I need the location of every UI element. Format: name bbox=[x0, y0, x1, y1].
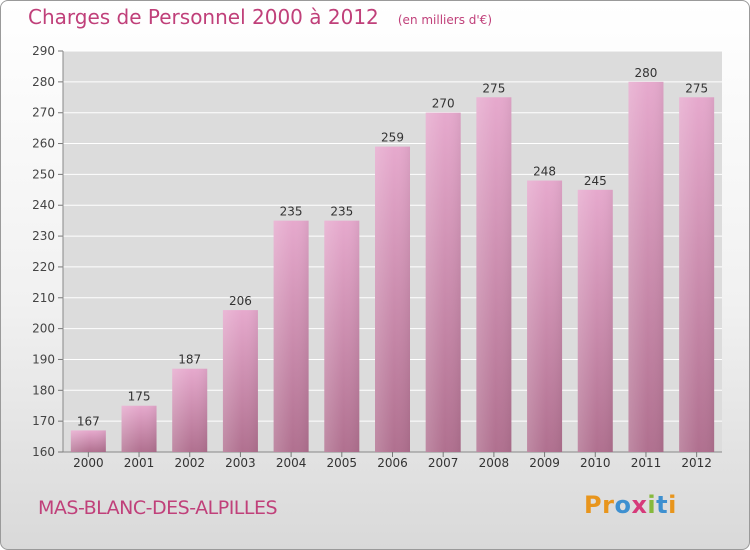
y-tick-label: 230 bbox=[32, 229, 55, 243]
y-tick-label: 210 bbox=[32, 291, 55, 305]
chart-subtitle: (en milliers d'€) bbox=[397, 13, 492, 27]
x-tick-label: 2007 bbox=[428, 456, 459, 470]
logo-letter: t bbox=[656, 491, 669, 519]
bar-shading bbox=[527, 180, 563, 453]
bar-shading bbox=[222, 310, 258, 452]
bar-value-label: 275 bbox=[685, 81, 708, 95]
bar-value-label: 275 bbox=[482, 81, 505, 95]
y-tick-label: 220 bbox=[32, 260, 55, 274]
y-tick-label: 250 bbox=[32, 167, 55, 181]
bar-shading bbox=[375, 146, 410, 452]
bar-shading bbox=[121, 405, 157, 452]
y-tick-label: 190 bbox=[32, 352, 55, 366]
x-tick-label: 2001 bbox=[124, 456, 155, 470]
y-tick-label: 240 bbox=[32, 198, 55, 212]
bar-shading bbox=[172, 368, 208, 452]
y-tick-label: 200 bbox=[32, 322, 55, 336]
x-tick-label: 2002 bbox=[174, 456, 205, 470]
bar-shading bbox=[70, 430, 106, 452]
logo-letter: o bbox=[614, 491, 632, 519]
x-tick-label: 2005 bbox=[327, 456, 358, 470]
bar-value-label: 167 bbox=[77, 414, 100, 428]
x-tick-label: 2011 bbox=[631, 456, 662, 470]
x-tick-label: 2004 bbox=[276, 456, 307, 470]
x-tick-label: 2010 bbox=[580, 456, 611, 470]
y-tick-label: 290 bbox=[32, 44, 55, 58]
bar-value-label: 259 bbox=[381, 131, 404, 145]
bar-value-label: 235 bbox=[330, 205, 353, 219]
bar-value-label: 187 bbox=[178, 353, 201, 367]
x-tick-label: 2012 bbox=[681, 456, 712, 470]
y-tick-label: 260 bbox=[32, 137, 55, 151]
bar-shading bbox=[577, 189, 613, 453]
x-tick-label: 2003 bbox=[225, 456, 256, 470]
y-tick-label: 160 bbox=[32, 445, 55, 459]
x-tick-label: 2006 bbox=[377, 456, 408, 470]
x-tick-label: 2009 bbox=[529, 456, 560, 470]
bar-value-label: 245 bbox=[584, 174, 607, 188]
y-tick-label: 170 bbox=[32, 414, 55, 428]
bar-value-label: 270 bbox=[432, 97, 455, 111]
title-row: Charges de Personnel 2000 à 2012 (en mil… bbox=[28, 5, 492, 29]
logo-letter: P bbox=[584, 491, 603, 519]
bar-shading bbox=[324, 220, 360, 452]
bar-value-label: 175 bbox=[128, 390, 151, 404]
logo-letter: i bbox=[668, 491, 677, 519]
logo-letter: r bbox=[602, 491, 615, 519]
y-tick-label: 180 bbox=[32, 383, 55, 397]
bar-shading bbox=[628, 81, 664, 452]
bar-shading bbox=[273, 220, 309, 452]
y-tick-label: 280 bbox=[32, 75, 55, 89]
x-tick-label: 2000 bbox=[73, 456, 104, 470]
logo-letter: x bbox=[631, 491, 648, 519]
bar-value-label: 280 bbox=[635, 66, 658, 80]
x-tick-label: 2008 bbox=[479, 456, 510, 470]
bar-value-label: 248 bbox=[533, 165, 556, 179]
proxiti-logo[interactable]: Proxiti bbox=[584, 491, 677, 519]
logo-letter: i bbox=[647, 491, 657, 519]
bar-value-label: 206 bbox=[229, 294, 252, 308]
bar-value-label: 235 bbox=[280, 205, 303, 219]
town-name: MAS-BLANC-DES-ALPILLES bbox=[38, 497, 278, 519]
chart-title: Charges de Personnel 2000 à 2012 bbox=[28, 5, 379, 29]
bar-shading bbox=[476, 97, 512, 453]
bar-shading bbox=[679, 97, 715, 453]
bar-shading bbox=[425, 112, 461, 452]
y-tick-label: 270 bbox=[32, 106, 55, 120]
